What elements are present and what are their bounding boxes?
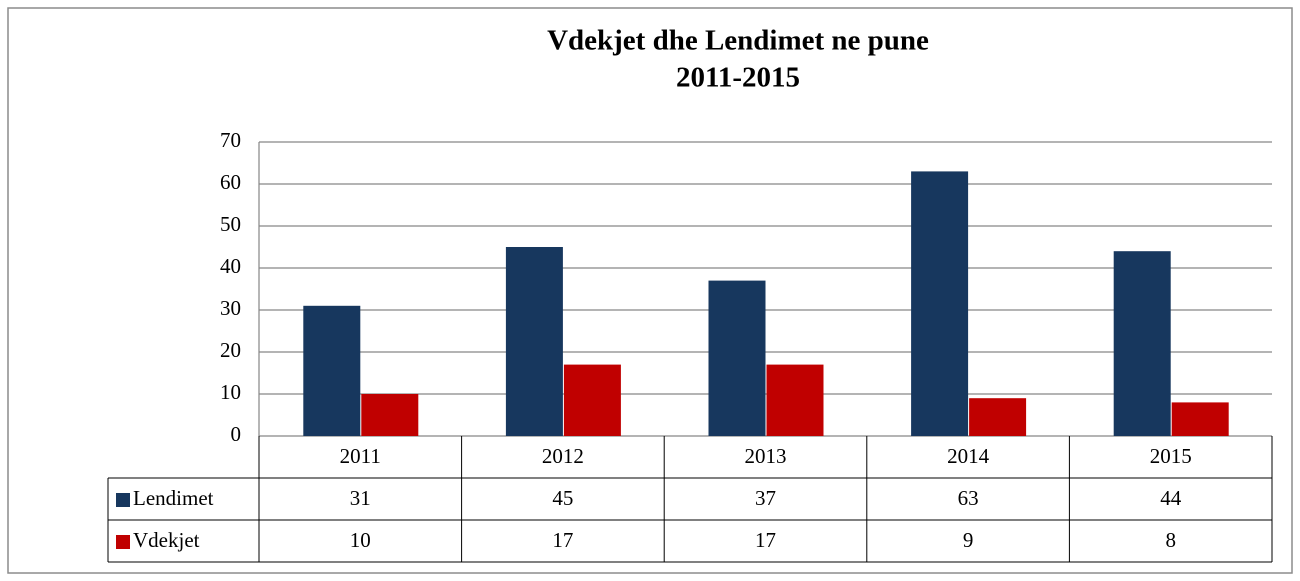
legend-label: Lendimet — [133, 486, 214, 510]
table-value: 10 — [350, 528, 371, 552]
bar — [563, 364, 621, 436]
table-value: 45 — [552, 486, 573, 510]
chart-subtitle: 2011-2015 — [676, 62, 800, 94]
table-value: 63 — [958, 486, 979, 510]
y-tick-label: 50 — [220, 212, 241, 236]
y-tick-label: 20 — [220, 338, 241, 362]
chart-title: Vdekjet dhe Lendimet ne pune — [547, 25, 929, 57]
bar — [303, 305, 361, 436]
bar — [911, 171, 969, 436]
x-tick-label: 2014 — [947, 444, 990, 468]
legend-label: Vdekjet — [133, 528, 200, 552]
table-value: 44 — [1160, 486, 1182, 510]
table-value: 8 — [1165, 528, 1176, 552]
bar — [766, 364, 824, 436]
bar — [969, 398, 1027, 436]
table-value: 9 — [963, 528, 974, 552]
chart-border — [7, 7, 1293, 574]
y-tick-label: 0 — [231, 422, 242, 446]
x-tick-label: 2015 — [1150, 444, 1192, 468]
legend-swatch — [116, 535, 130, 549]
table-value: 17 — [755, 528, 776, 552]
bar — [708, 280, 766, 436]
y-tick-label: 70 — [220, 128, 241, 152]
bar — [361, 394, 419, 436]
table-value: 31 — [350, 486, 371, 510]
bar — [1113, 251, 1171, 436]
x-tick-label: 2013 — [745, 444, 787, 468]
y-tick-label: 30 — [220, 296, 241, 320]
x-tick-label: 2012 — [542, 444, 584, 468]
y-tick-label: 10 — [220, 380, 241, 404]
bar — [1171, 402, 1229, 436]
bar — [505, 247, 563, 436]
y-tick-label: 60 — [220, 170, 241, 194]
table-value: 37 — [755, 486, 776, 510]
legend-swatch — [116, 493, 130, 507]
x-tick-label: 2011 — [340, 444, 381, 468]
y-tick-label: 40 — [220, 254, 241, 278]
table-value: 17 — [552, 528, 573, 552]
